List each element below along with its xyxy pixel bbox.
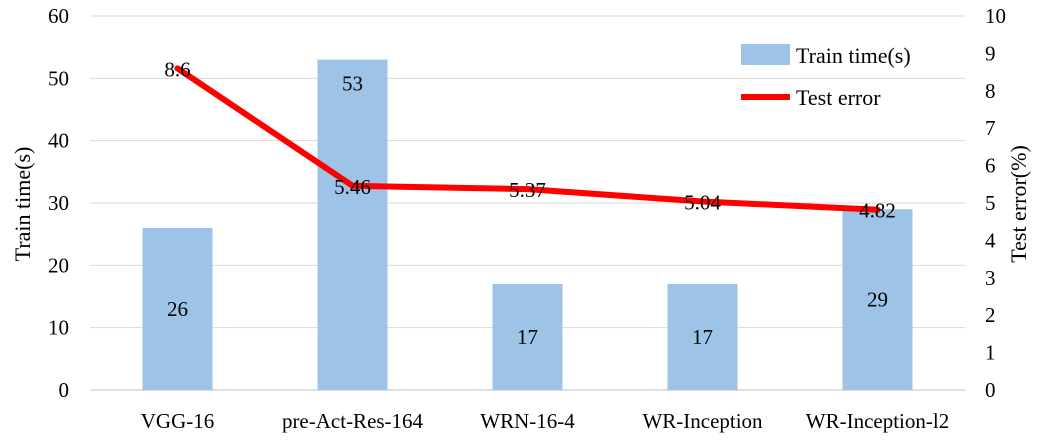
line-data-label: 5.46 (334, 175, 371, 199)
line-point (174, 65, 181, 72)
legend-label-train-time: Train time(s) (796, 43, 911, 68)
y-left-tick-label: 20 (48, 253, 69, 277)
x-tick-label: WR-Inception (642, 409, 763, 433)
x-tick-label: WR-Inception-l2 (806, 409, 949, 433)
y-right-tick-label: 0 (985, 378, 996, 402)
y-right-tick-label: 1 (985, 341, 996, 365)
y-left-tick-label: 30 (48, 191, 69, 215)
line-data-label: 5.04 (684, 191, 721, 215)
line-point (874, 206, 881, 213)
y-right-tick-label: 6 (985, 154, 996, 178)
legend-label-test-error: Test error (796, 85, 881, 110)
y-right-tick-label: 10 (985, 4, 1006, 28)
bar (492, 284, 563, 390)
bar (142, 227, 213, 390)
y-left-tick-label: 40 (48, 129, 69, 153)
line-data-label: 8.6 (164, 57, 190, 81)
y-left-tick-label: 60 (48, 4, 69, 28)
y-left-tick-label: 50 (48, 66, 69, 90)
line-point (699, 198, 706, 205)
y-right-tick-label: 3 (985, 266, 996, 290)
bar-data-label: 29 (867, 288, 888, 312)
bar (667, 284, 738, 390)
line-data-label: 4.82 (859, 199, 896, 223)
gridlines (90, 15, 965, 391)
bar (317, 59, 388, 391)
bar (842, 209, 913, 390)
x-tick-label: pre-Act-Res-164 (282, 409, 424, 433)
data-labels: 26 53 17 17 29 8.6 5.46 5.37 5.04 4.82 (164, 57, 896, 349)
y-axis-left-title: Train time(s) (10, 147, 35, 262)
y-right-tick-label: 5 (985, 191, 996, 215)
legend: Train time(s) Test error (741, 43, 911, 110)
y-left-tick-label: 0 (59, 378, 70, 402)
axes: Train time(s) Test error(%) 010203040506… (10, 4, 1031, 433)
bar-data-label: 17 (517, 325, 538, 349)
y-left-tick-label: 10 (48, 316, 69, 340)
x-tick-label: WRN-16-4 (480, 409, 575, 433)
line-point (524, 186, 531, 193)
y-right-tick-label: 4 (985, 228, 996, 252)
y-axis-right-title: Test error(%) (1006, 145, 1031, 263)
bar-series (142, 59, 913, 391)
line-point (349, 182, 356, 189)
bar-data-label: 17 (692, 325, 713, 349)
line-data-label: 5.37 (509, 178, 546, 202)
legend-swatch-train-time (741, 44, 790, 65)
bar-data-label: 53 (342, 72, 363, 96)
y-right-tick-label: 7 (985, 116, 996, 140)
line-series (174, 65, 881, 213)
y-right-tick-label: 9 (985, 41, 996, 65)
x-tick-label: VGG-16 (141, 409, 215, 433)
y-right-tick-label: 8 (985, 79, 996, 103)
bar-data-label: 26 (167, 297, 188, 321)
y-right-tick-label: 2 (985, 303, 996, 327)
